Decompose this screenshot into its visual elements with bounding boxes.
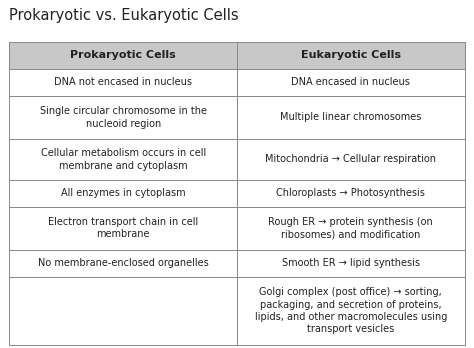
Bar [237, 42, 465, 69]
Bar [9, 69, 237, 96]
Text: All enzymes in cytoplasm: All enzymes in cytoplasm [61, 188, 185, 198]
Bar [237, 96, 465, 139]
Text: No membrane-enclosed organelles: No membrane-enclosed organelles [38, 259, 209, 268]
Text: Prokaryotic vs. Eukaryotic Cells: Prokaryotic vs. Eukaryotic Cells [9, 8, 239, 23]
Bar [237, 250, 465, 277]
Text: Electron transport chain in cell
membrane: Electron transport chain in cell membran… [48, 217, 198, 239]
Text: Smooth ER → lipid synthesis: Smooth ER → lipid synthesis [282, 259, 420, 268]
Text: Rough ER → protein synthesis (on
ribosomes) and modification: Rough ER → protein synthesis (on ribosom… [268, 217, 433, 239]
Text: Prokaryotic Cells: Prokaryotic Cells [70, 50, 176, 60]
Bar [237, 277, 465, 345]
Text: Cellular metabolism occurs in cell
membrane and cytoplasm: Cellular metabolism occurs in cell membr… [41, 148, 206, 171]
Bar [237, 69, 465, 96]
Bar [9, 96, 237, 139]
Text: Multiple linear chromosomes: Multiple linear chromosomes [280, 112, 421, 122]
Bar [237, 207, 465, 250]
Bar [9, 207, 237, 250]
Bar [9, 42, 237, 69]
Text: DNA encased in nucleus: DNA encased in nucleus [292, 77, 410, 87]
Text: Eukaryotic Cells: Eukaryotic Cells [301, 50, 401, 60]
Text: Golgi complex (post office) → sorting,
packaging, and secretion of proteins,
lip: Golgi complex (post office) → sorting, p… [255, 287, 447, 334]
Bar [9, 277, 237, 345]
Text: DNA not encased in nucleus: DNA not encased in nucleus [54, 77, 192, 87]
Bar [9, 250, 237, 277]
Text: Chloroplasts → Photosynthesis: Chloroplasts → Photosynthesis [276, 188, 425, 198]
Bar [9, 180, 237, 207]
Bar [237, 180, 465, 207]
Bar [237, 139, 465, 180]
Bar [9, 139, 237, 180]
Text: Mitochondria → Cellular respiration: Mitochondria → Cellular respiration [265, 155, 436, 164]
Text: Single circular chromosome in the
nucleoid region: Single circular chromosome in the nucleo… [40, 106, 207, 129]
